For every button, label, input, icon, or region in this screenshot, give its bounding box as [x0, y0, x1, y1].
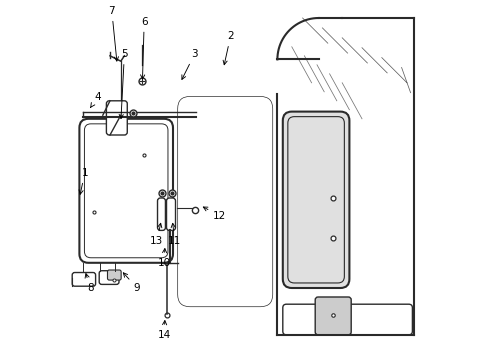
FancyBboxPatch shape [167, 198, 175, 230]
FancyBboxPatch shape [99, 271, 119, 284]
FancyBboxPatch shape [181, 100, 269, 303]
Text: 4: 4 [91, 92, 101, 107]
Text: 14: 14 [157, 320, 171, 340]
Text: 7: 7 [108, 6, 119, 61]
Text: 2: 2 [223, 31, 234, 65]
FancyBboxPatch shape [157, 198, 166, 230]
Text: 8: 8 [85, 274, 94, 293]
Text: 11: 11 [168, 223, 181, 246]
FancyBboxPatch shape [283, 112, 349, 288]
Text: 1: 1 [79, 168, 88, 194]
Text: 9: 9 [123, 273, 140, 293]
FancyBboxPatch shape [186, 104, 265, 299]
FancyBboxPatch shape [283, 304, 413, 335]
Text: 12: 12 [203, 207, 226, 221]
Text: 5: 5 [119, 49, 128, 119]
FancyBboxPatch shape [106, 101, 127, 135]
FancyBboxPatch shape [84, 124, 168, 258]
FancyBboxPatch shape [178, 96, 273, 307]
Text: 10: 10 [157, 248, 171, 268]
FancyBboxPatch shape [288, 117, 344, 283]
FancyBboxPatch shape [107, 270, 121, 280]
Text: 13: 13 [150, 223, 164, 246]
FancyBboxPatch shape [72, 273, 96, 286]
Text: 3: 3 [182, 49, 198, 80]
Text: 6: 6 [141, 17, 147, 79]
FancyBboxPatch shape [315, 297, 351, 335]
FancyBboxPatch shape [79, 119, 173, 263]
